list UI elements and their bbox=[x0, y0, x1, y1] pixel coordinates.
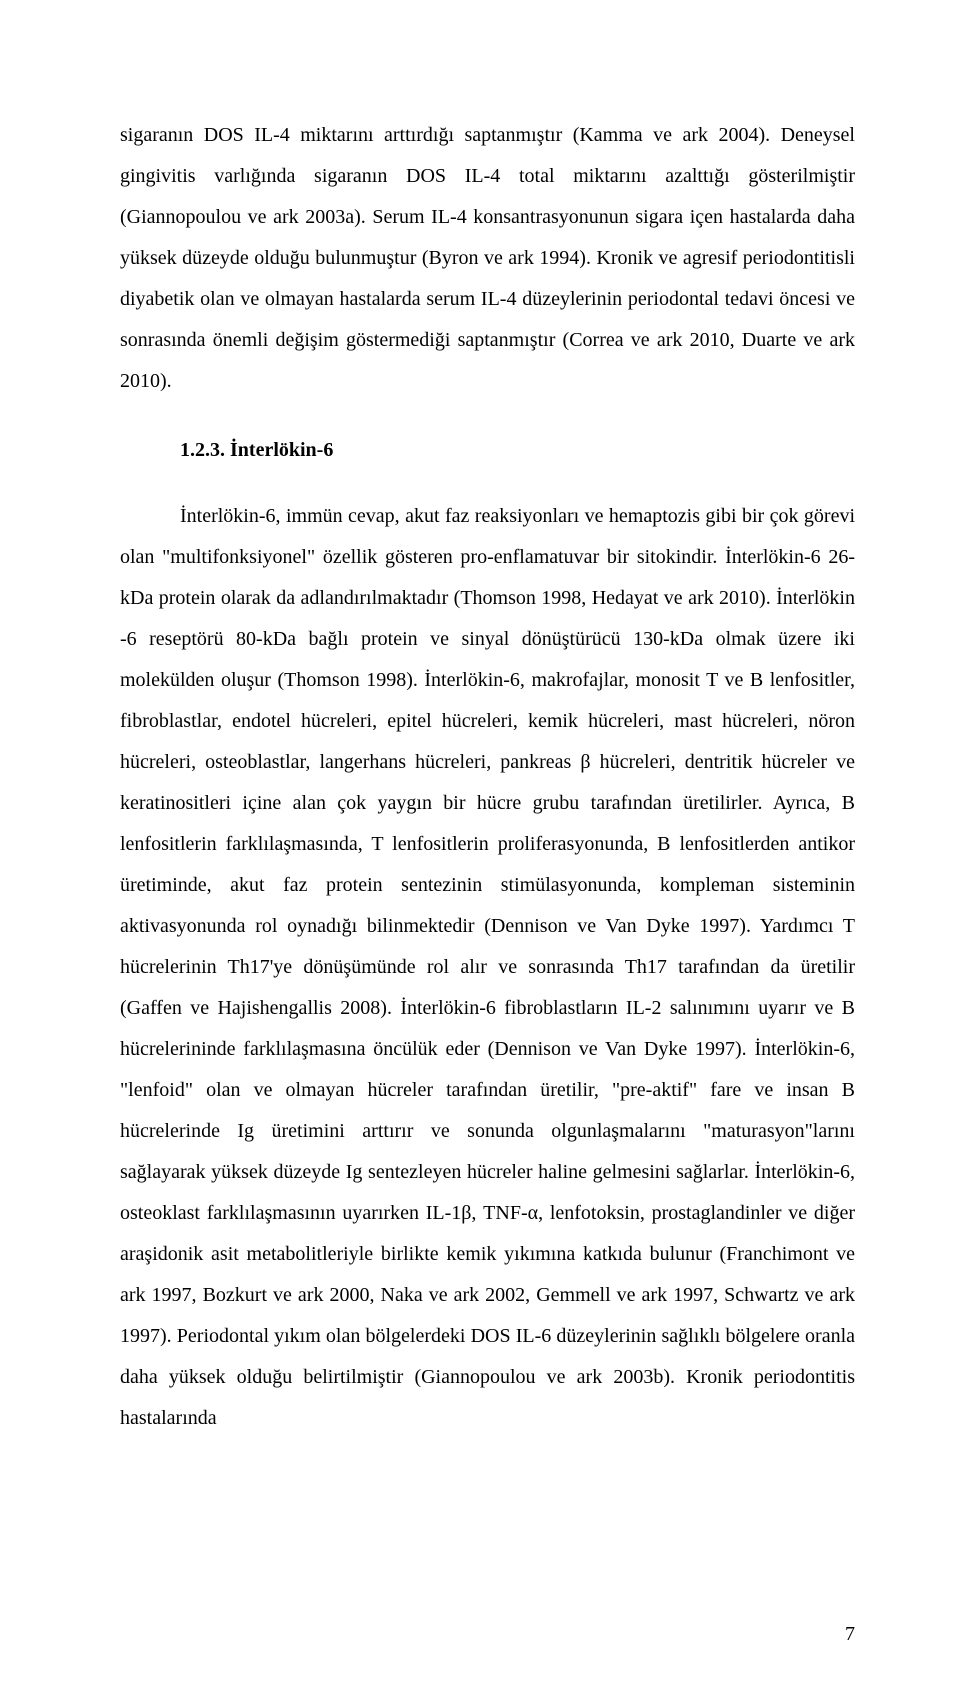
section-heading: 1.2.3. İnterlökin-6 bbox=[120, 432, 855, 468]
paragraph-2: İnterlökin-6, immün cevap, akut faz reak… bbox=[120, 496, 855, 1439]
paragraph-1: sigaranın DOS IL-4 miktarını arttırdığı … bbox=[120, 115, 855, 402]
page-number: 7 bbox=[845, 1623, 855, 1646]
